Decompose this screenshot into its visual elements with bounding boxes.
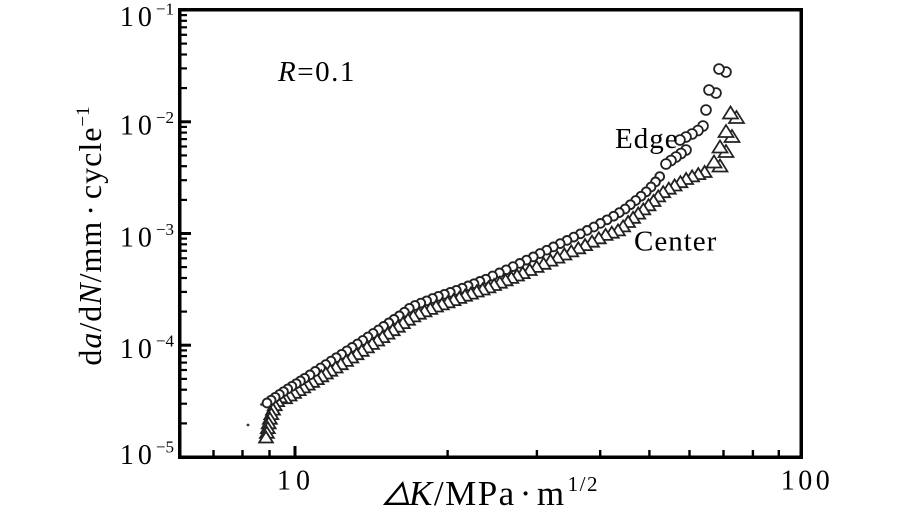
svg-text:Edge: Edge [615, 123, 679, 155]
svg-text:da/dN/mm·cycle−1: da/dN/mm·cycle−1 [72, 106, 108, 365]
svg-text:Center: Center [634, 226, 717, 258]
svg-text:R=0.1: R=0.1 [277, 56, 356, 88]
svg-text:10: 10 [277, 466, 315, 497]
svg-text:100: 100 [781, 466, 834, 497]
